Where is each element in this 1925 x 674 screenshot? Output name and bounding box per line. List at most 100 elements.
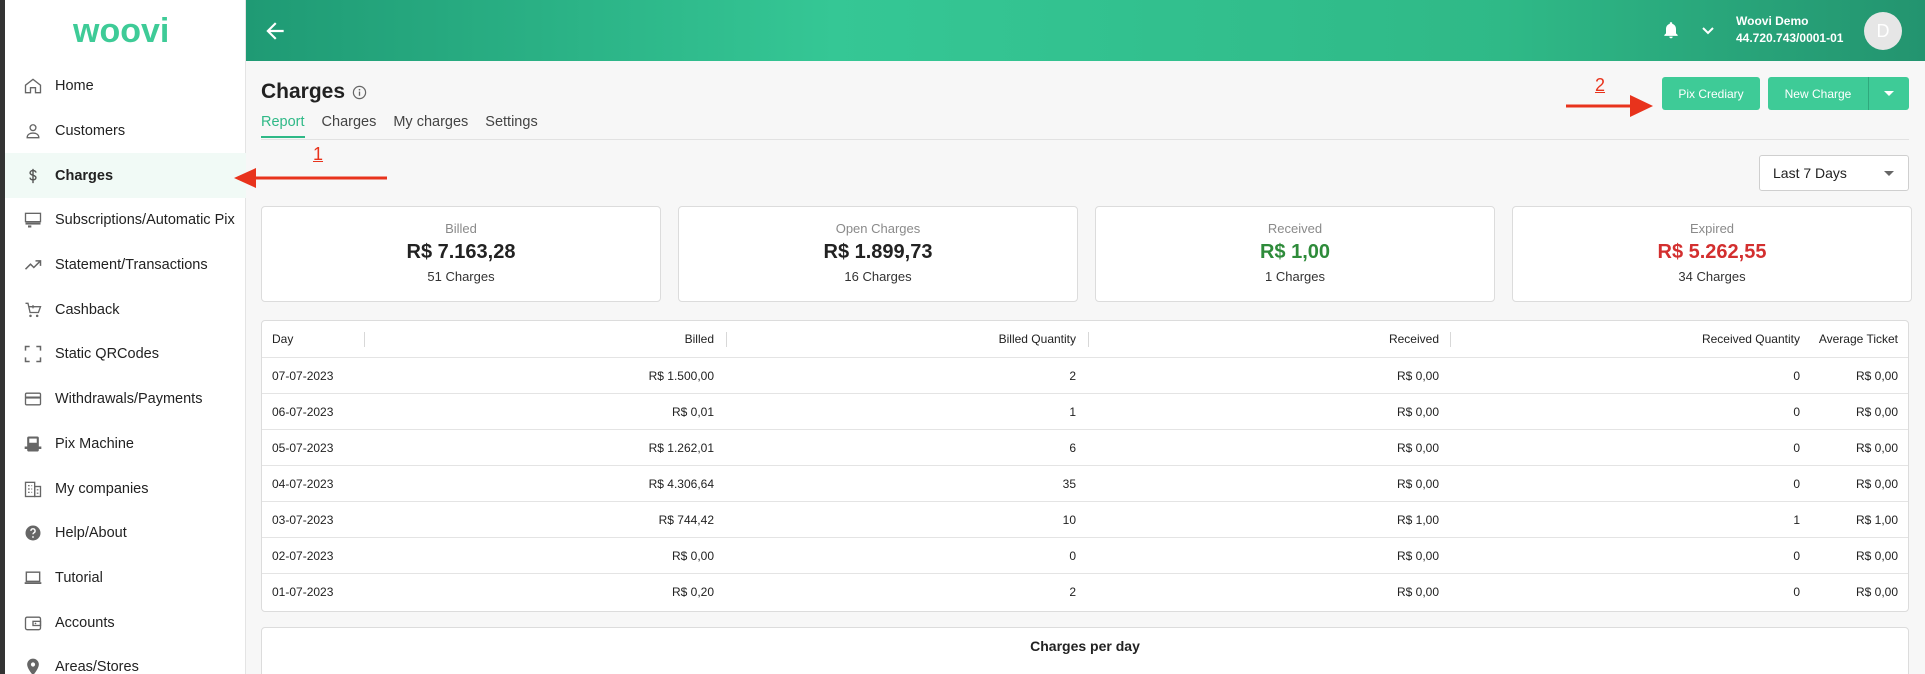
table-header-row: Day Billed Billed Quantity Received Received… <box>262 321 1908 358</box>
sidebar-item-label: Customers <box>55 123 126 140</box>
sidebar-item-pix-machine[interactable]: Pix Machine <box>5 422 246 467</box>
sidebar-item-help-about[interactable]: Help/About <box>5 511 246 556</box>
table-cell: R$ 1,00 <box>1396 512 1439 527</box>
table-row[interactable]: 03-07-2023 R$ 744,42 10 R$ 1,00 1 R$ 1,00 <box>262 502 1908 538</box>
help-icon <box>23 523 43 543</box>
summary-card-count: 51 Charges <box>427 269 495 284</box>
table-row[interactable]: 02-07-2023 R$ 0,00 0 R$ 0,00 0 R$ 0,00 <box>262 538 1908 574</box>
sidebar-item-label: Statement/Transactions <box>55 257 208 274</box>
tab-settings[interactable]: Settings <box>485 114 538 130</box>
summary-card-label: Received <box>1267 221 1323 236</box>
sidebar-item-label: Areas/Stores <box>55 659 139 674</box>
table-cell: 0 <box>1793 476 1800 491</box>
new-charge-button[interactable]: New Charge <box>1768 77 1868 110</box>
pos-machine-icon <box>23 434 43 454</box>
sidebar-item-label: Tutorial <box>55 569 103 586</box>
avatar[interactable]: D <box>1864 12 1902 50</box>
sidebar-item-cashback[interactable]: Cashback <box>5 287 246 332</box>
info-icon[interactable] <box>352 85 367 100</box>
chevron-down-icon[interactable] <box>1701 24 1715 36</box>
tab-my-charges[interactable]: My charges <box>393 114 469 130</box>
sidebar-item-withdrawals-payments[interactable]: Withdrawals/Payments <box>5 377 246 422</box>
table-cell: 01-07-2023 <box>272 585 334 599</box>
card-icon <box>23 389 43 409</box>
notification-bell-icon[interactable] <box>1661 20 1681 40</box>
table-row[interactable]: 06-07-2023 R$ 0,01 1 R$ 0,00 0 R$ 0,00 <box>262 394 1908 430</box>
column-separator[interactable] <box>1088 332 1089 347</box>
sidebar-item-label: Help/About <box>55 525 127 542</box>
top-header: Woovi Demo 44.720.743/0001-01 D <box>246 0 1925 61</box>
summary-card-label: Open Charges <box>835 221 921 236</box>
table-cell: 2 <box>1069 585 1076 599</box>
summary-card-label: Billed <box>445 221 477 236</box>
tab-charges[interactable]: Charges <box>321 114 377 130</box>
table-cell: R$ 0,00 <box>1855 476 1898 491</box>
sidebar-item-customers[interactable]: Customers <box>5 109 246 154</box>
table-cell: 03-07-2023 <box>272 512 334 527</box>
period-select[interactable]: Last 7 Days <box>1759 155 1909 191</box>
sidebar-item-statement-transactions[interactable]: Statement/Transactions <box>5 243 246 288</box>
table-cell: R$ 0,20 <box>671 585 714 599</box>
table-cell: R$ 1.500,00 <box>648 368 714 383</box>
table-cell: R$ 0,00 <box>1855 440 1898 455</box>
pix-crediary-button[interactable]: Pix Crediary <box>1662 77 1760 110</box>
sidebar-item-charges[interactable]: Charges <box>5 153 246 199</box>
laptop-icon <box>23 568 43 588</box>
tab-report[interactable]: Report <box>261 114 305 138</box>
sidebar-item-label: My companies <box>55 480 149 497</box>
table-cell: R$ 4.306,64 <box>648 476 714 491</box>
new-charge-dropdown-button[interactable] <box>1868 77 1909 110</box>
caret-down-icon <box>1884 91 1894 96</box>
column-header[interactable]: Received Quantity <box>1701 332 1800 346</box>
table-row[interactable]: 01-07-2023 R$ 0,20 2 R$ 0,00 0 R$ 0,00 <box>262 574 1908 610</box>
woovi-logo[interactable]: woovi <box>72 12 183 52</box>
page-title: Charges <box>261 80 346 103</box>
logo-text: woovi <box>73 12 169 50</box>
table-row[interactable]: 04-07-2023 R$ 4.306,64 35 R$ 0,00 0 R$ 0,00 <box>262 466 1908 502</box>
sidebar-item-subscriptions-automatic-pix[interactable]: Subscriptions/Automatic Pix <box>5 198 246 243</box>
column-header[interactable]: Billed Quantity <box>998 332 1076 346</box>
table-cell: R$ 0,00 <box>1396 548 1439 563</box>
summary-card-label: Expired <box>1689 221 1735 236</box>
caret-down-icon <box>1884 171 1894 176</box>
column-header[interactable]: Day <box>272 332 294 346</box>
sidebar-item-home[interactable]: Home <box>5 64 246 109</box>
cart-icon <box>23 300 43 320</box>
table-cell: 0 <box>1069 548 1076 563</box>
table-cell: R$ 0,00 <box>1855 585 1898 599</box>
column-header[interactable]: Average Ticket <box>1818 332 1898 346</box>
user-info[interactable]: Woovi Demo 44.720.743/0001-01 <box>1736 14 1843 45</box>
person-icon <box>23 121 43 141</box>
table-row[interactable]: 05-07-2023 R$ 1.262,01 6 R$ 0,00 0 R$ 0,00 <box>262 430 1908 466</box>
column-separator[interactable] <box>364 332 365 347</box>
table-cell: R$ 0,00 <box>1396 476 1439 491</box>
sidebar-item-tutorial[interactable]: Tutorial <box>5 556 246 601</box>
column-header[interactable]: Received <box>1388 332 1439 346</box>
home-icon <box>23 76 43 96</box>
sidebar-item-label: Static QRCodes <box>55 346 159 363</box>
table-cell: R$ 0,00 <box>1396 440 1439 455</box>
annotation-label-2: 2 <box>1595 75 1606 95</box>
table-cell: R$ 0,00 <box>1396 404 1439 419</box>
sidebar-item-label: Pix Machine <box>55 435 134 452</box>
back-arrow-icon[interactable] <box>262 18 288 44</box>
sidebar-nav: Home Customers Charges Subscriptions/Automa… <box>5 64 246 674</box>
sidebar-item-label: Cashback <box>55 301 120 318</box>
annotation-arrow-2 <box>1566 95 1653 117</box>
sidebar-item-static-qrcodes[interactable]: Static QRCodes <box>5 332 246 377</box>
sidebar-item-accounts[interactable]: Accounts <box>5 600 246 645</box>
column-header[interactable]: Billed <box>684 332 714 346</box>
period-select-value: Last 7 Days <box>1773 165 1847 181</box>
sidebar-item-areas-stores[interactable]: Areas/Stores <box>5 645 246 674</box>
table-cell: R$ 0,00 <box>1855 404 1898 419</box>
table-cell: 6 <box>1069 440 1076 455</box>
table-row[interactable]: 07-07-2023 R$ 1.500,00 2 R$ 0,00 0 R$ 0,00 <box>262 358 1908 394</box>
sidebar-item-my-companies[interactable]: My companies <box>5 466 246 511</box>
table-cell: R$ 0,01 <box>671 404 714 419</box>
table-cell: 07-07-2023 <box>272 368 334 383</box>
column-separator[interactable] <box>1450 332 1451 347</box>
column-separator[interactable] <box>726 332 727 347</box>
summary-card-count: 16 Charges <box>844 269 912 284</box>
table-cell: 05-07-2023 <box>272 440 334 455</box>
